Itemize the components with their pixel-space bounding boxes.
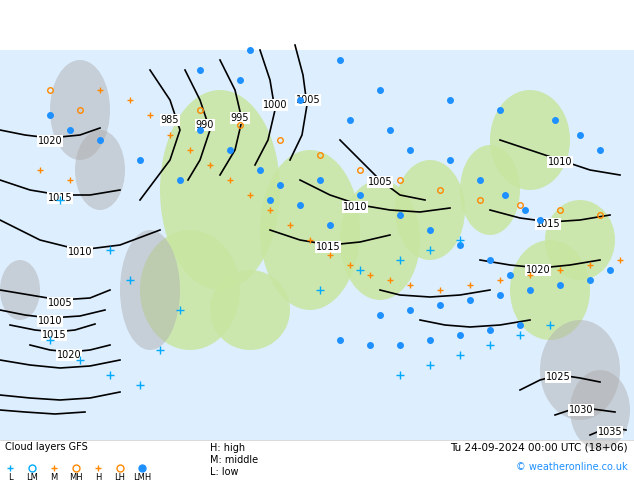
Ellipse shape [545, 200, 615, 280]
Ellipse shape [540, 320, 620, 420]
Text: M: middle: M: middle [210, 455, 258, 465]
Ellipse shape [460, 145, 520, 235]
Text: H: H [95, 473, 101, 483]
Ellipse shape [510, 240, 590, 340]
Text: 1015: 1015 [536, 219, 560, 229]
Text: Cloud layers GFS: Cloud layers GFS [5, 442, 87, 452]
Text: LMH: LMH [133, 473, 151, 483]
Text: 1010: 1010 [68, 247, 93, 257]
Text: LH: LH [115, 473, 126, 483]
Text: 1000: 1000 [262, 100, 287, 110]
Ellipse shape [210, 270, 290, 350]
Text: 990: 990 [196, 120, 214, 130]
Text: 1005: 1005 [295, 95, 320, 105]
Text: 1010: 1010 [548, 157, 573, 167]
Text: 1015: 1015 [42, 330, 67, 340]
Ellipse shape [340, 180, 420, 300]
Text: 1020: 1020 [526, 265, 550, 275]
Text: 1005: 1005 [48, 298, 72, 308]
Ellipse shape [490, 90, 570, 190]
Text: M: M [50, 473, 58, 483]
Text: 1015: 1015 [48, 193, 72, 203]
Text: 1010: 1010 [343, 202, 367, 212]
Text: 1010: 1010 [38, 316, 62, 326]
Text: 1015: 1015 [316, 242, 340, 252]
Text: H: high: H: high [210, 443, 245, 453]
Ellipse shape [160, 90, 280, 290]
Text: 985: 985 [161, 115, 179, 125]
Ellipse shape [260, 150, 360, 310]
Ellipse shape [395, 160, 465, 260]
Text: © weatheronline.co.uk: © weatheronline.co.uk [516, 462, 628, 472]
Text: 1025: 1025 [546, 372, 571, 382]
Text: 1005: 1005 [368, 177, 392, 187]
Ellipse shape [140, 230, 240, 350]
Text: 995: 995 [231, 113, 249, 123]
Text: 1020: 1020 [37, 136, 62, 146]
Text: 1020: 1020 [56, 350, 81, 360]
Text: LM: LM [26, 473, 38, 483]
Bar [0, 50, 634, 440]
Text: 1035: 1035 [598, 427, 623, 437]
Ellipse shape [0, 260, 40, 320]
Text: Tu 24-09-2024 00:00 UTC (18+06): Tu 24-09-2024 00:00 UTC (18+06) [450, 443, 628, 453]
Text: L: low: L: low [210, 467, 238, 477]
Ellipse shape [75, 130, 125, 210]
Text: 1030: 1030 [569, 405, 593, 415]
Ellipse shape [570, 370, 630, 450]
Ellipse shape [120, 230, 180, 350]
Text: L: L [8, 473, 12, 483]
Text: MH: MH [69, 473, 83, 483]
Ellipse shape [50, 60, 110, 160]
